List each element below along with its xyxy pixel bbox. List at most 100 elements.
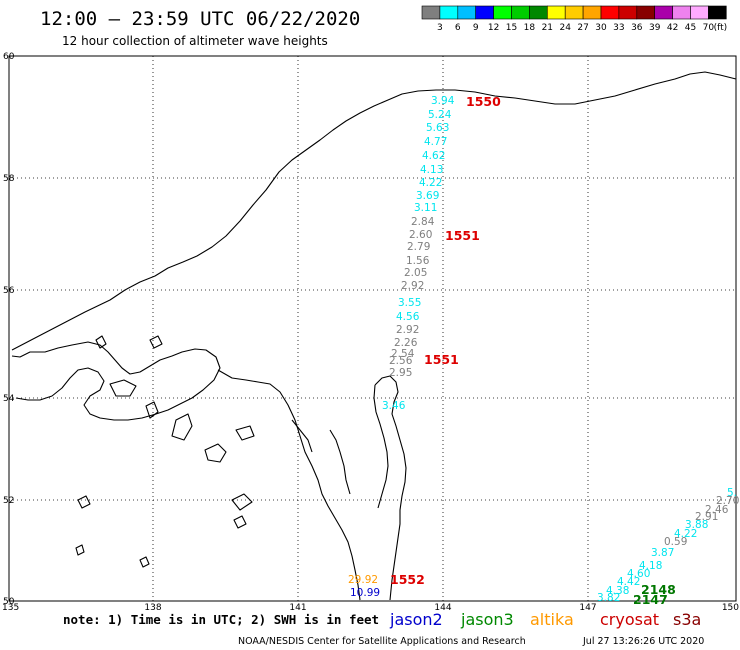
scale-label: 12 <box>488 23 499 33</box>
scale-swatch <box>582 5 602 20</box>
footer-note: note: 1) Time is in UTC; 2) SWH is in fe… <box>63 612 379 627</box>
footer-timestamp: Jul 27 13:26:26 UTC 2020 <box>582 636 704 647</box>
scale-label: 45 <box>685 23 696 33</box>
wave-height-label: 4.42 <box>617 576 640 588</box>
wave-height-label: 2.84 <box>411 216 435 228</box>
wave-height-label: 4.22 <box>674 528 697 540</box>
scale-label: 9 <box>473 23 479 33</box>
wave-height-label: 3.11 <box>414 202 437 214</box>
pass-number-label: 1550 <box>466 94 501 109</box>
coastline-lake-2 <box>235 425 255 441</box>
scale-swatch <box>600 5 620 20</box>
scale-label: 33 <box>613 23 624 33</box>
chart-subtitle: 12 hour collection of altimeter wave hei… <box>62 34 328 48</box>
coastline <box>11 71 737 601</box>
scale-swatch <box>708 5 727 20</box>
pass-number-label: 1551 <box>424 352 459 367</box>
wave-height-label: 3.94 <box>431 95 455 107</box>
scale-swatch <box>457 5 476 20</box>
coastline-lake-8 <box>75 544 85 556</box>
latitude-label: 58 <box>3 174 15 184</box>
wave-height-label: 3.55 <box>398 297 421 309</box>
scale-swatch <box>672 5 691 20</box>
scale-swatch <box>564 5 584 20</box>
wave-height-label: 4.62 <box>422 150 445 162</box>
coastline-mainland-east <box>217 369 361 601</box>
wave-height-label: 2.60 <box>409 229 432 241</box>
scale-label: 39 <box>649 23 661 33</box>
wave-height-label: 4.56 <box>396 311 420 323</box>
scale-label: 18 <box>524 23 536 33</box>
coastline-channel <box>291 419 351 495</box>
scale-swatch <box>511 5 530 20</box>
scale-label: 27 <box>577 23 588 33</box>
wave-height-label: 2.79 <box>407 241 430 253</box>
longitude-labels: 135 138 141 144 147 150 <box>2 603 739 613</box>
wave-height-label: 2.92 <box>396 324 419 336</box>
latitude-label: 60 <box>3 52 15 62</box>
wave-height-label: 2.56 <box>389 355 413 367</box>
scale-swatch <box>546 5 566 20</box>
wave-height-label: 2.95 <box>389 367 412 379</box>
coastline-lake-1 <box>204 443 227 463</box>
longitude-label: 138 <box>144 603 161 613</box>
longitude-label: 141 <box>289 603 306 613</box>
footer-credit: NOAA/NESDIS Center for Satellite Applica… <box>238 636 526 647</box>
scale-swatch <box>654 5 673 20</box>
scale-label: 36 <box>631 23 643 33</box>
pass-number-label: 2147 <box>633 592 668 607</box>
scale-swatch <box>493 5 512 20</box>
wave-height-label: 3.46 <box>382 400 406 412</box>
satellite-legend: jason2 jason3 altika cryosat s3a <box>389 610 701 629</box>
wave-height-label: 10.99 <box>350 587 380 599</box>
coastline-lake-7 <box>149 335 163 349</box>
scale-unit: (ft) <box>714 23 728 33</box>
wave-height-label: 3.88 <box>685 519 708 531</box>
wave-height-label: 2.92 <box>401 280 424 292</box>
legend-jason3: jason3 <box>460 610 514 629</box>
legend-s3a: s3a <box>673 610 701 629</box>
wave-height-label: 0.59 <box>664 536 687 548</box>
chart-title: 12:00 – 23:59 UTC 06/22/2020 <box>40 8 360 30</box>
wave-height-label: 2.54 <box>391 348 415 360</box>
wave-height-labels: 3.945.245.634.774.624.134.223.693.112.84… <box>348 95 739 604</box>
longitude-label: 144 <box>434 603 451 613</box>
latitude-label: 56 <box>3 286 15 296</box>
coastline-lake-3 <box>231 493 253 511</box>
wave-height-label: 2.26 <box>394 337 418 349</box>
pass-number-label: 2148 <box>641 582 676 597</box>
legend-altika: altika <box>530 610 574 629</box>
wave-height-label: 4.38 <box>606 585 629 597</box>
latitude-labels: 60 58 56 54 52 50 <box>3 52 15 607</box>
coastline-lake-5 <box>77 495 91 509</box>
wave-height-label: 3.82 <box>597 592 620 604</box>
longitude-label: 135 <box>2 603 19 613</box>
lat-lon-grid <box>9 56 736 601</box>
coastline-lake-4 <box>233 515 247 529</box>
pass-number-label: 1552 <box>390 572 425 587</box>
wave-height-label: 2.05 <box>404 267 427 279</box>
wave-height-label: 4.60 <box>627 568 650 580</box>
wave-height-label: 4.13 <box>420 164 443 176</box>
wave-height-label: 4.18 <box>639 560 662 572</box>
legend-jason2: jason2 <box>389 610 443 629</box>
wave-height-label: 5.24 <box>428 109 452 121</box>
scale-swatch <box>529 5 548 20</box>
map-frame <box>8 55 737 602</box>
latitude-label: 52 <box>3 496 14 506</box>
longitude-label: 147 <box>579 603 596 613</box>
scale-swatch <box>421 5 441 20</box>
scale-label: 3 <box>437 23 443 33</box>
longitude-label: 150 <box>722 603 739 613</box>
coastline-siberia <box>11 71 737 351</box>
scale-swatch <box>475 5 494 20</box>
scale-swatch <box>690 5 709 20</box>
wave-height-label: 1.56 <box>406 255 430 267</box>
color-scale-legend: 3 6 9 12 15 18 21 24 27 30 33 36 39 42 45 70 (ft) <box>421 5 728 33</box>
scale-swatch <box>636 5 655 20</box>
latitude-label: 54 <box>3 394 15 404</box>
legend-cryosat: cryosat <box>600 610 659 629</box>
wave-height-label: 2.46 <box>705 504 729 516</box>
wave-height-label: 4.22 <box>419 177 442 189</box>
